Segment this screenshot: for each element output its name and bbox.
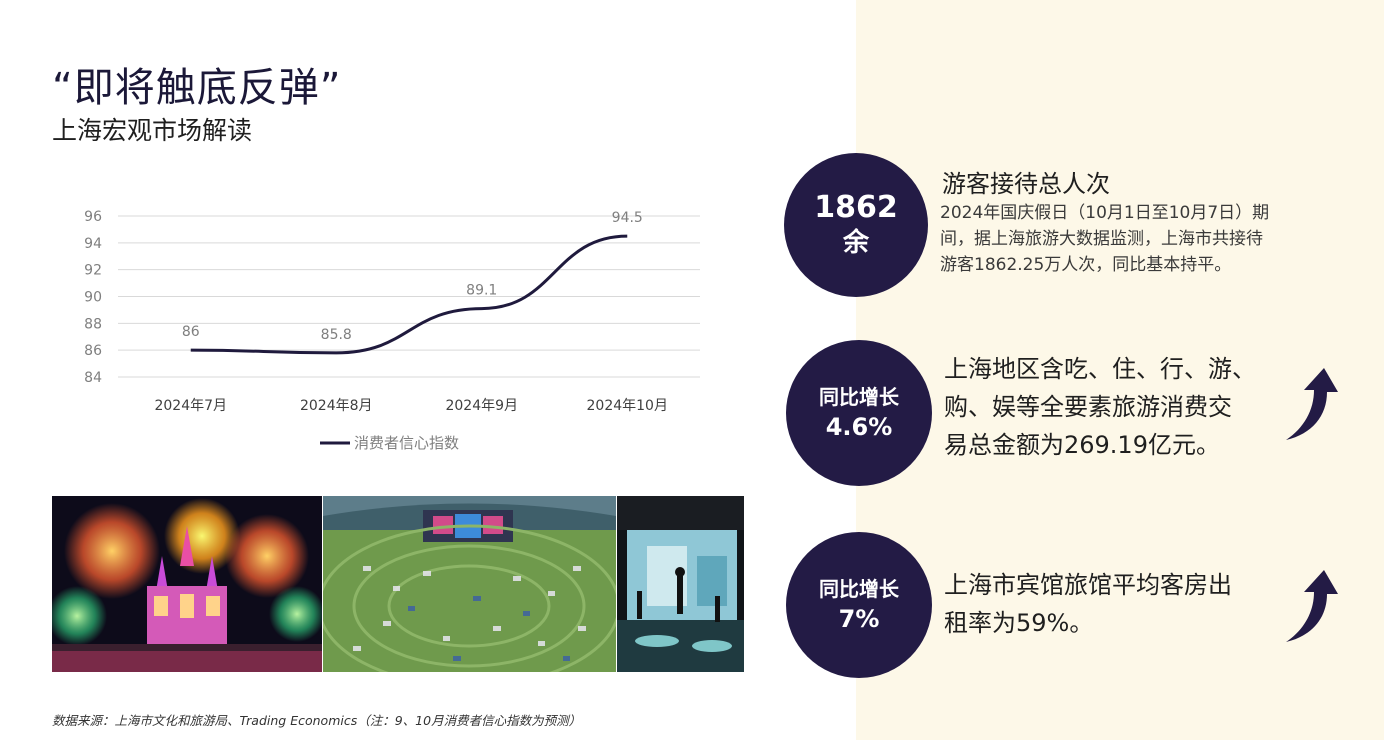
x-tick-label: 2024年10月 — [587, 398, 668, 414]
tourist-count-title: 游客接待总人次 — [942, 170, 1110, 198]
occupancy-growth-label: 同比增长 — [819, 577, 899, 601]
tourist-count-circle: 1862 余 — [784, 153, 928, 297]
data-label: 85.8 — [321, 327, 352, 343]
y-tick-label: 86 — [84, 343, 102, 359]
spending-growth-value: 4.6% — [825, 413, 893, 441]
y-tick-label: 96 — [84, 209, 102, 225]
occupancy-growth-value: 7% — [838, 605, 880, 633]
tourist-count-value: 1862 — [814, 190, 898, 225]
x-tick-label: 2024年7月 — [154, 398, 227, 414]
photo-strip — [52, 496, 744, 672]
text-line: 上海地区含吃、住、行、游、 — [944, 355, 1256, 383]
stage-performance-photo — [617, 496, 744, 672]
occupancy-growth-circle: 同比增长 7% — [786, 532, 932, 678]
y-tick-label: 94 — [84, 236, 102, 252]
outdoor-festival-lawn-photo — [323, 496, 616, 672]
spending-description: 上海地区含吃、住、行、游、 购、娱等全要素旅游消费交 易总金额为269.19亿元… — [944, 350, 1256, 464]
desc-line: 2024年国庆假日（10月1日至10月7日）期 — [940, 203, 1270, 223]
right-panel-background — [856, 0, 1384, 740]
spending-growth-circle: 同比增长 4.6% — [786, 340, 932, 486]
tourist-count-description: 2024年国庆假日（10月1日至10月7日）期 间，据上海旅游大数据监测，上海市… — [940, 200, 1269, 278]
data-source-note: 数据来源：上海市文化和旅游局、Trading Economics（注：9、10月… — [52, 713, 582, 728]
y-tick-label: 90 — [84, 290, 102, 306]
legend-label: 消费者信心指数 — [354, 434, 459, 452]
page-title: “即将触底反弹” — [52, 65, 342, 111]
text-line: 易总金额为269.19亿元。 — [944, 431, 1220, 459]
up-arrow-icon — [1286, 368, 1338, 440]
desc-line: 游客1862.25万人次，同比基本持平。 — [940, 255, 1232, 275]
data-label: 94.5 — [612, 210, 643, 226]
tourist-count-unit: 余 — [842, 228, 869, 258]
y-tick-label: 92 — [84, 263, 102, 279]
data-label: 89.1 — [466, 283, 497, 299]
series-line — [190, 234, 628, 355]
castle-fireworks-photo — [52, 496, 322, 672]
occupancy-description: 上海市宾馆旅馆平均客房出 租率为59%。 — [944, 566, 1232, 642]
text-line: 租率为59%。 — [944, 609, 1094, 637]
y-tick-label: 88 — [84, 316, 102, 332]
text-line: 上海市宾馆旅馆平均客房出 — [944, 571, 1232, 599]
page-subtitle: 上海宏观市场解读 — [52, 116, 253, 145]
consumer-confidence-line-chart: 84 86 88 90 92 94 96 2024年7月 2024年8月 2024年9月 2024年… — [84, 209, 700, 452]
y-tick-label: 84 — [84, 370, 102, 386]
spending-growth-label: 同比增长 — [819, 385, 899, 409]
up-arrow-icon — [1286, 570, 1338, 642]
x-tick-label: 2024年9月 — [445, 398, 518, 414]
x-tick-label: 2024年8月 — [300, 398, 373, 414]
text-line: 购、娱等全要素旅游消费交 — [944, 393, 1232, 421]
data-label: 86 — [182, 324, 200, 340]
desc-line: 间，据上海旅游大数据监测，上海市共接待 — [940, 229, 1263, 249]
